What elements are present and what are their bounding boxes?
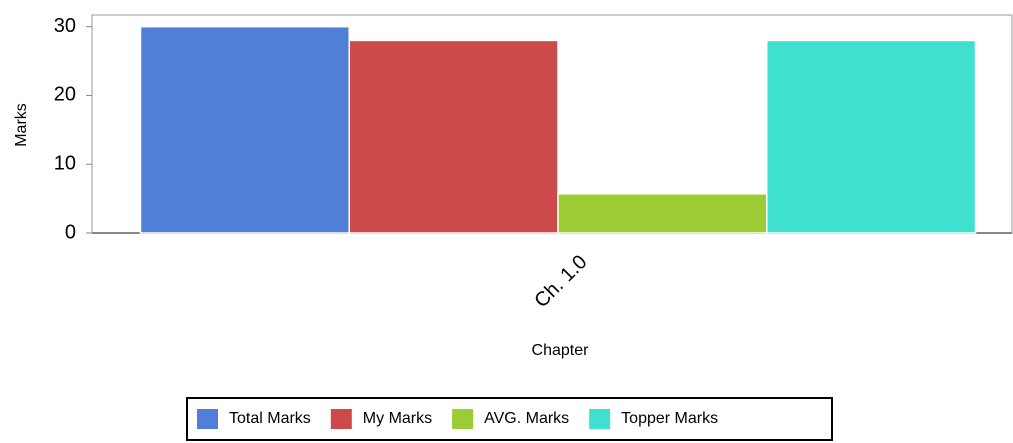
legend-box <box>186 397 833 441</box>
y-tick-label: 0 <box>65 221 76 243</box>
y-axis-title: Marks <box>13 103 30 147</box>
x-axis-title: Chapter <box>532 342 590 359</box>
legend-label: My Marks <box>363 410 432 427</box>
bar <box>557 193 768 234</box>
legend-swatch <box>197 409 218 429</box>
bar <box>348 39 559 234</box>
legend-label: Topper Marks <box>621 410 718 427</box>
legend-swatch <box>589 409 611 429</box>
legend-swatch <box>452 409 474 429</box>
bar <box>139 25 350 234</box>
y-tick-label: 10 <box>54 153 76 175</box>
legend-label: Total Marks <box>229 410 311 427</box>
legend-swatch <box>330 409 352 429</box>
x-tick-label: Ch. 1.0 <box>530 251 591 312</box>
y-tick-label: 30 <box>54 15 76 37</box>
legend-label: AVG. Marks <box>484 410 569 427</box>
bar <box>766 39 977 234</box>
y-tick-label: 20 <box>54 84 76 106</box>
